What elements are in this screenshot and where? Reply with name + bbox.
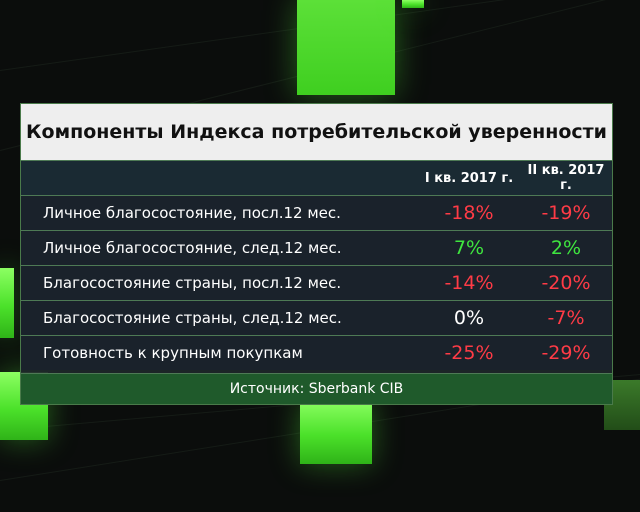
row-label: Благосостояние страны, след.12 мес. bbox=[43, 309, 342, 327]
value-q1: 7% bbox=[453, 237, 485, 259]
table-row: Благосостояние страны, посл.12 мес. -14%… bbox=[21, 265, 612, 300]
column-header-q2: II кв. 2017 г. bbox=[527, 163, 605, 193]
green-cube bbox=[300, 400, 372, 464]
value-q1: -18% bbox=[444, 202, 494, 224]
table-row: Благосостояние страны, след.12 мес. 0% -… bbox=[21, 300, 612, 335]
green-cube bbox=[297, 0, 395, 95]
table-title: Компоненты Индекса потребительской увере… bbox=[21, 104, 612, 160]
source-note: Источник: Sberbank CIB bbox=[21, 373, 612, 404]
value-q2: -20% bbox=[541, 272, 591, 294]
value-q1: -14% bbox=[444, 272, 494, 294]
value-q1: 0% bbox=[453, 307, 485, 329]
value-q2: -29% bbox=[541, 342, 591, 364]
green-cube bbox=[402, 0, 424, 8]
table-row: Готовность к крупным покупкам -25% -29% bbox=[21, 335, 612, 370]
column-header-q1: I кв. 2017 г. bbox=[424, 170, 514, 186]
row-label: Готовность к крупным покупкам bbox=[43, 344, 303, 362]
row-label: Личное благосостояние, посл.12 мес. bbox=[43, 204, 341, 222]
confidence-index-table: Компоненты Индекса потребительской увере… bbox=[20, 103, 613, 405]
table-header-row: I кв. 2017 г. II кв. 2017 г. bbox=[21, 160, 612, 195]
green-cube bbox=[0, 268, 14, 338]
value-q2: -19% bbox=[541, 202, 591, 224]
value-q1: -25% bbox=[444, 342, 494, 364]
value-q2: 2% bbox=[550, 237, 582, 259]
row-label: Личное благосостояние, след.12 мес. bbox=[43, 239, 342, 257]
table-row: Личное благосостояние, посл.12 мес. -18%… bbox=[21, 195, 612, 230]
value-q2: -7% bbox=[547, 307, 585, 329]
table-row: Личное благосостояние, след.12 мес. 7% 2… bbox=[21, 230, 612, 265]
row-label: Благосостояние страны, посл.12 мес. bbox=[43, 274, 342, 292]
